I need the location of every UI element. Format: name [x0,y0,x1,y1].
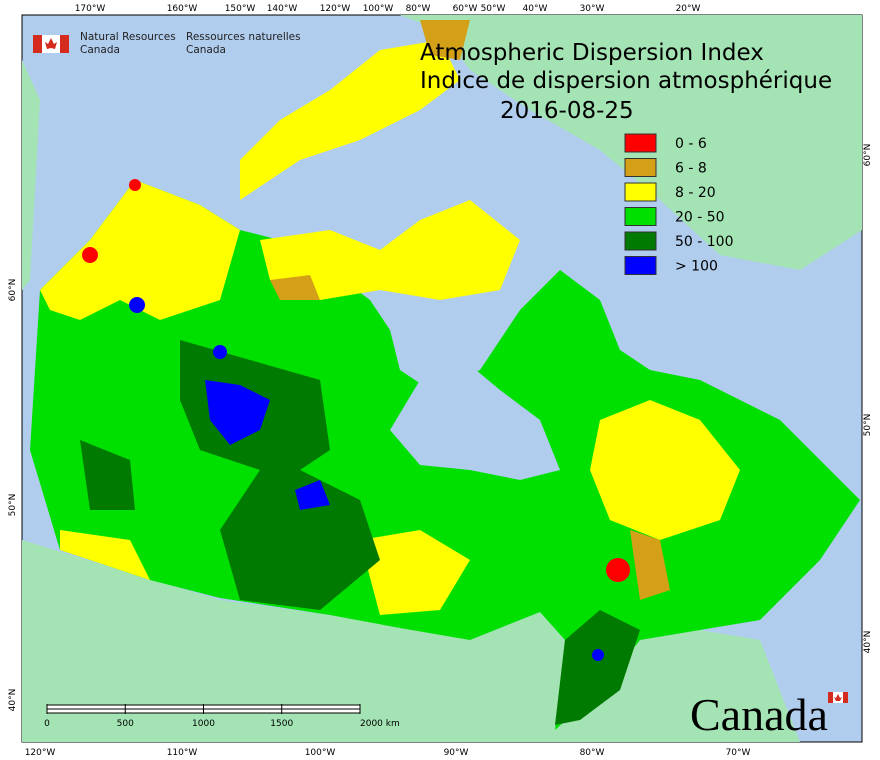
arctic-islands [240,40,460,200]
latitude-label: 50°N [863,414,873,437]
legend-label: 0 - 6 [675,136,707,152]
blue-lake [205,380,270,445]
longitude-label: 110°W [167,748,198,758]
orange-area [630,530,670,600]
quebec-yellow [590,400,740,540]
date: 2016-08-25 [500,98,634,124]
longitude-label: 170°W [75,4,106,14]
legend-swatch [624,256,657,275]
blue-lake [295,480,330,510]
orange-area [420,20,470,60]
org-name-fr: Ressources naturelles [186,31,301,43]
latitude-label: 60°N [863,144,873,167]
longitude-label: 80°W [580,748,605,758]
longitude-label: 40°W [523,4,548,14]
canada-wordmark: Canada [690,689,828,740]
legend-label: 8 - 20 [675,185,716,201]
title-fr: Indice de dispersion atmosphérique [420,68,832,94]
yukon-yellow [40,180,240,320]
longitude-label: 120°W [320,4,351,14]
longitude-label: 30°W [580,4,605,14]
legend-swatch [624,182,657,202]
red-spot [129,179,141,191]
bc-dark [80,440,135,510]
longitude-label: 20°W [676,4,701,14]
legend-swatch [624,158,657,177]
baffin-region [260,200,520,300]
red-spot [82,247,98,263]
legend-label: 50 - 100 [675,234,734,250]
wordmark-flag [828,692,848,703]
longitude-label: 120°W [25,748,56,758]
ontario-dark [555,610,640,725]
latitude-label: 40°N [863,631,873,654]
alaska-edge [22,60,40,290]
org-name-en: Natural Resources [80,31,176,43]
org-name-en: Canada [80,44,120,56]
latitude-label: 50°N [8,494,18,517]
legend-label: 20 - 50 [675,210,725,226]
latitude-label: 60°N [8,279,18,302]
blue-spot [213,345,227,359]
legend-label: 6 - 8 [675,161,707,177]
longitude-label: 50°W [481,4,506,14]
longitude-label: 70°W [726,748,751,758]
scale-label: 500 [117,719,134,729]
orange-area [270,275,320,300]
scale-label: 2000 km [360,719,400,729]
blue-spot [592,649,604,661]
latitude-label: 40°N [8,689,18,712]
legend-swatch [624,231,657,251]
red-spot [606,558,630,582]
ontario-yellow [360,530,470,615]
longitude-label: 140°W [267,4,298,14]
scale-label: 1500 [270,719,293,729]
legend-swatch [624,207,657,226]
hudson-bay [390,365,560,480]
longitude-label: 80°W [406,4,431,14]
longitude-label: 100°W [363,4,394,14]
longitude-label: 100°W [305,748,336,758]
legend-swatch [624,133,657,153]
bc-yellow [60,530,150,580]
scale-label: 1000 [192,719,215,729]
longitude-label: 90°W [444,748,469,758]
longitude-label: 60°W [453,4,478,14]
longitude-label: 160°W [167,4,198,14]
longitude-label: 150°W [225,4,256,14]
blue-spot [129,297,145,313]
org-name-fr: Canada [186,44,226,56]
title-en: Atmospheric Dispersion Index [420,40,764,66]
legend-label: > 100 [675,259,718,275]
nrcan-flag [33,35,69,53]
scale-label: 0 [44,719,50,729]
